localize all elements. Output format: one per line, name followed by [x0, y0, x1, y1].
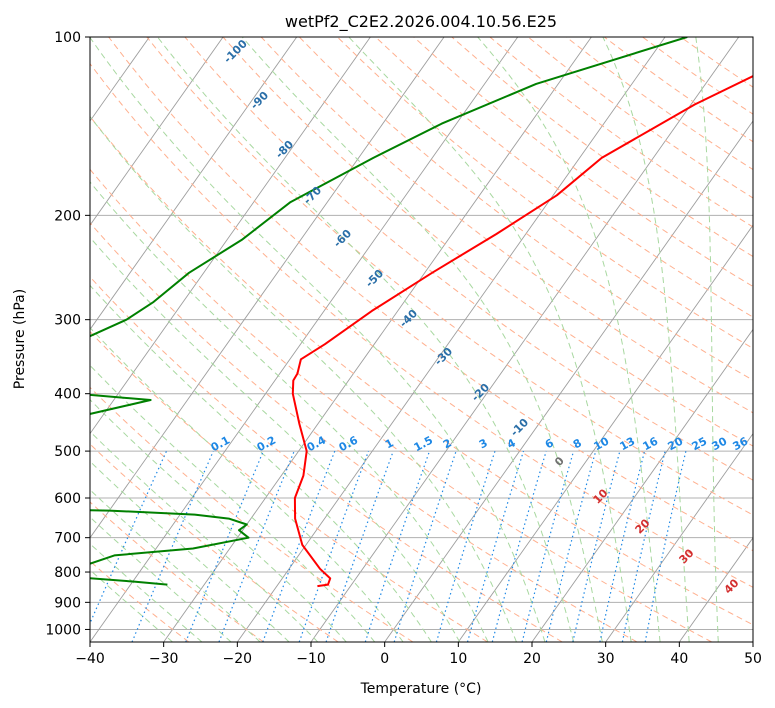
y-tick-label: 900 — [54, 595, 81, 611]
chart-title: wetPf2_C2E2.2026.004.10.56.E25 — [285, 12, 557, 32]
dry-adiabat — [108, 37, 753, 552]
x-tick-label: 0 — [380, 651, 389, 667]
x-tick-label: −20 — [223, 651, 253, 667]
isotherm — [90, 37, 519, 642]
mixing-ratio-line — [491, 450, 547, 642]
moist-adiabat — [90, 326, 404, 642]
x-tick-label: 20 — [523, 651, 541, 667]
x-tick-label: 10 — [449, 651, 467, 667]
moist-adiabat — [90, 489, 261, 642]
y-axis-label: Pressure (hPa) — [12, 289, 28, 389]
x-tick-label: −30 — [149, 651, 179, 667]
dry-adiabats — [90, 37, 753, 642]
moist-adiabat — [90, 181, 489, 642]
x-tick-label: −40 — [75, 651, 105, 667]
mixing-ratio-line — [644, 450, 687, 642]
isotherm — [605, 432, 753, 642]
dry-adiabat — [90, 62, 753, 588]
dry-adiabat — [298, 37, 753, 381]
x-tick-label: 40 — [670, 651, 688, 667]
dry-adiabat — [90, 115, 753, 626]
y-tick-label: 800 — [54, 565, 81, 581]
moist-adiabat — [157, 37, 575, 642]
mixing-ratio-line — [393, 450, 457, 642]
dry-adiabat — [90, 330, 488, 642]
moist-adiabats — [90, 37, 719, 642]
moist-adiabat — [90, 460, 290, 642]
dry-adiabat — [90, 443, 339, 642]
mixing-ratio-label: 13 — [618, 435, 638, 454]
moist-adiabat — [348, 37, 632, 642]
moist-adiabat — [90, 569, 173, 642]
mixing-ratio-line — [435, 450, 496, 642]
isotherm — [457, 224, 753, 642]
mixing-ratio-line — [466, 450, 525, 642]
isotherm — [90, 37, 298, 331]
moist-adiabat — [90, 398, 347, 642]
mixing-ratio-line — [364, 450, 431, 642]
moist-adiabat — [90, 37, 546, 642]
moist-adiabat — [602, 37, 690, 642]
dry-adiabat — [90, 501, 264, 642]
moist-adiabat — [90, 364, 376, 642]
isotherm — [384, 120, 753, 642]
y-tick-label: 100 — [54, 30, 81, 46]
moist-adiabat — [241, 37, 603, 642]
dry-adiabat — [146, 37, 753, 516]
moist-adiabat — [90, 516, 232, 642]
x-axis-ticks: −40 −30 −20 −10 0 10 20 30 40 50 — [75, 642, 762, 667]
y-tick-label: 600 — [54, 491, 81, 507]
isotherm — [531, 328, 753, 642]
mixing-ratio-label: 36 — [731, 434, 751, 453]
temperature-profile — [291, 75, 753, 588]
sounding-series — [90, 37, 753, 588]
moist-adiabat — [90, 115, 517, 642]
y-axis-ticks: 100 200 300 400 500 600 700 800 900 1000 — [45, 30, 90, 638]
y-tick-label: 400 — [54, 387, 81, 403]
mixing-ratio-label: 16 — [641, 434, 661, 453]
isotherm — [90, 37, 371, 435]
x-tick-label: 30 — [597, 651, 615, 667]
dewpoint-profile — [90, 37, 688, 586]
mixing-ratio-label: 30 — [710, 434, 730, 453]
y-tick-label: 700 — [54, 531, 81, 547]
mixing-ratio-lines — [90, 450, 687, 642]
mixing-ratio-label: 10 — [592, 434, 612, 453]
x-tick-label: −10 — [296, 651, 326, 667]
isotherm — [90, 37, 445, 539]
x-axis-label: Temperature (°C) — [360, 681, 482, 697]
y-tick-label: 500 — [54, 444, 81, 460]
gridlines — [90, 37, 753, 642]
mixing-ratio-label: 20 — [666, 434, 686, 453]
dry-adiabat — [90, 276, 563, 642]
y-tick-label: 1000 — [45, 622, 81, 638]
moist-adiabat — [695, 37, 719, 642]
isotherm — [236, 37, 666, 642]
x-tick-label: 50 — [744, 651, 762, 667]
moist-adiabat — [90, 543, 203, 642]
mixing-ratio-line — [262, 450, 336, 642]
y-tick-label: 300 — [54, 313, 81, 329]
plot-frame — [89, 36, 754, 643]
moist-adiabat — [90, 236, 461, 642]
isotherm — [90, 37, 224, 226]
dry-adiabat — [260, 37, 753, 414]
y-tick-label: 200 — [54, 208, 81, 224]
moist-adiabat — [90, 430, 319, 642]
dry-adiabat — [90, 168, 712, 642]
isotherm — [678, 537, 753, 642]
dry-adiabat — [90, 386, 414, 642]
mixing-ratio-line — [218, 450, 295, 642]
isotherm — [310, 37, 740, 642]
moist-adiabat — [477, 37, 661, 642]
dry-adiabat — [337, 37, 753, 349]
mixing-ratio-label: 25 — [690, 435, 710, 454]
